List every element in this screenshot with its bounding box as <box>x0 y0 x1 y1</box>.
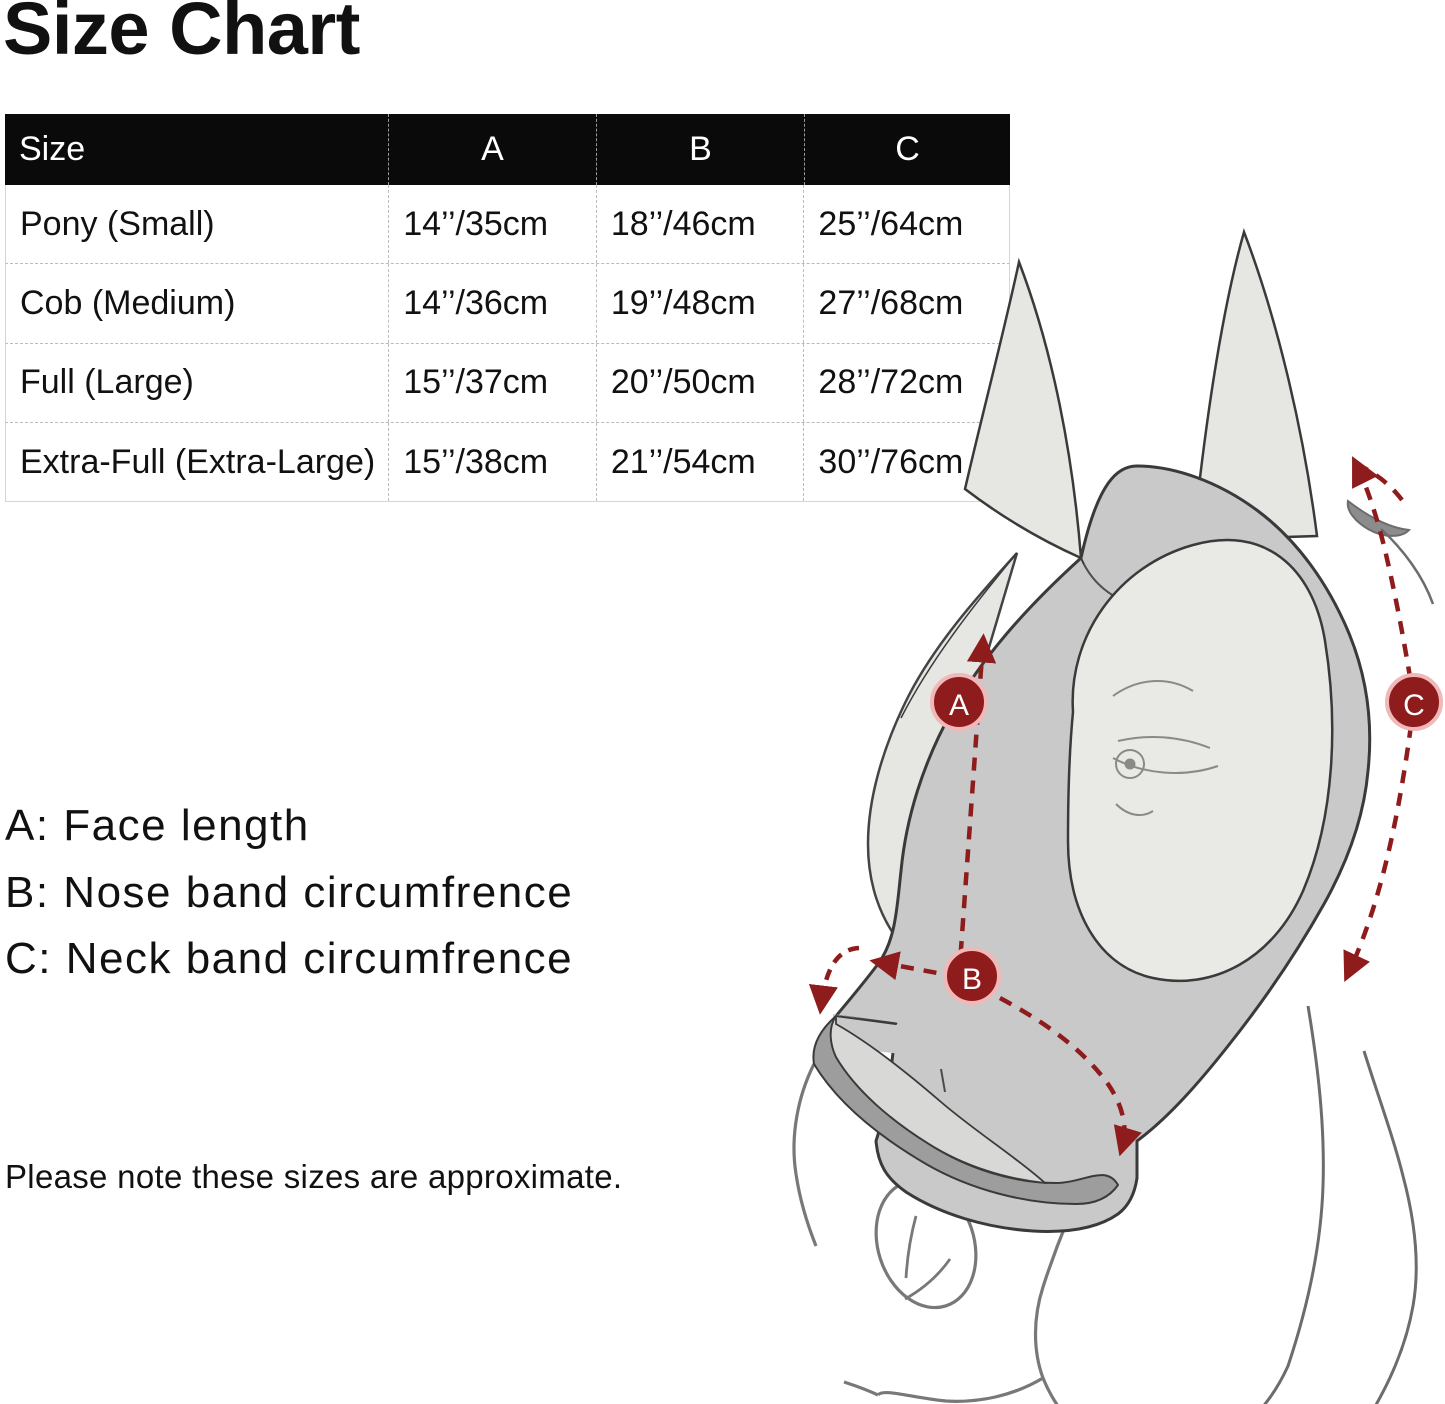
svg-text:B: B <box>962 963 982 996</box>
svg-text:C: C <box>1403 689 1425 722</box>
svg-text:A: A <box>949 689 969 722</box>
